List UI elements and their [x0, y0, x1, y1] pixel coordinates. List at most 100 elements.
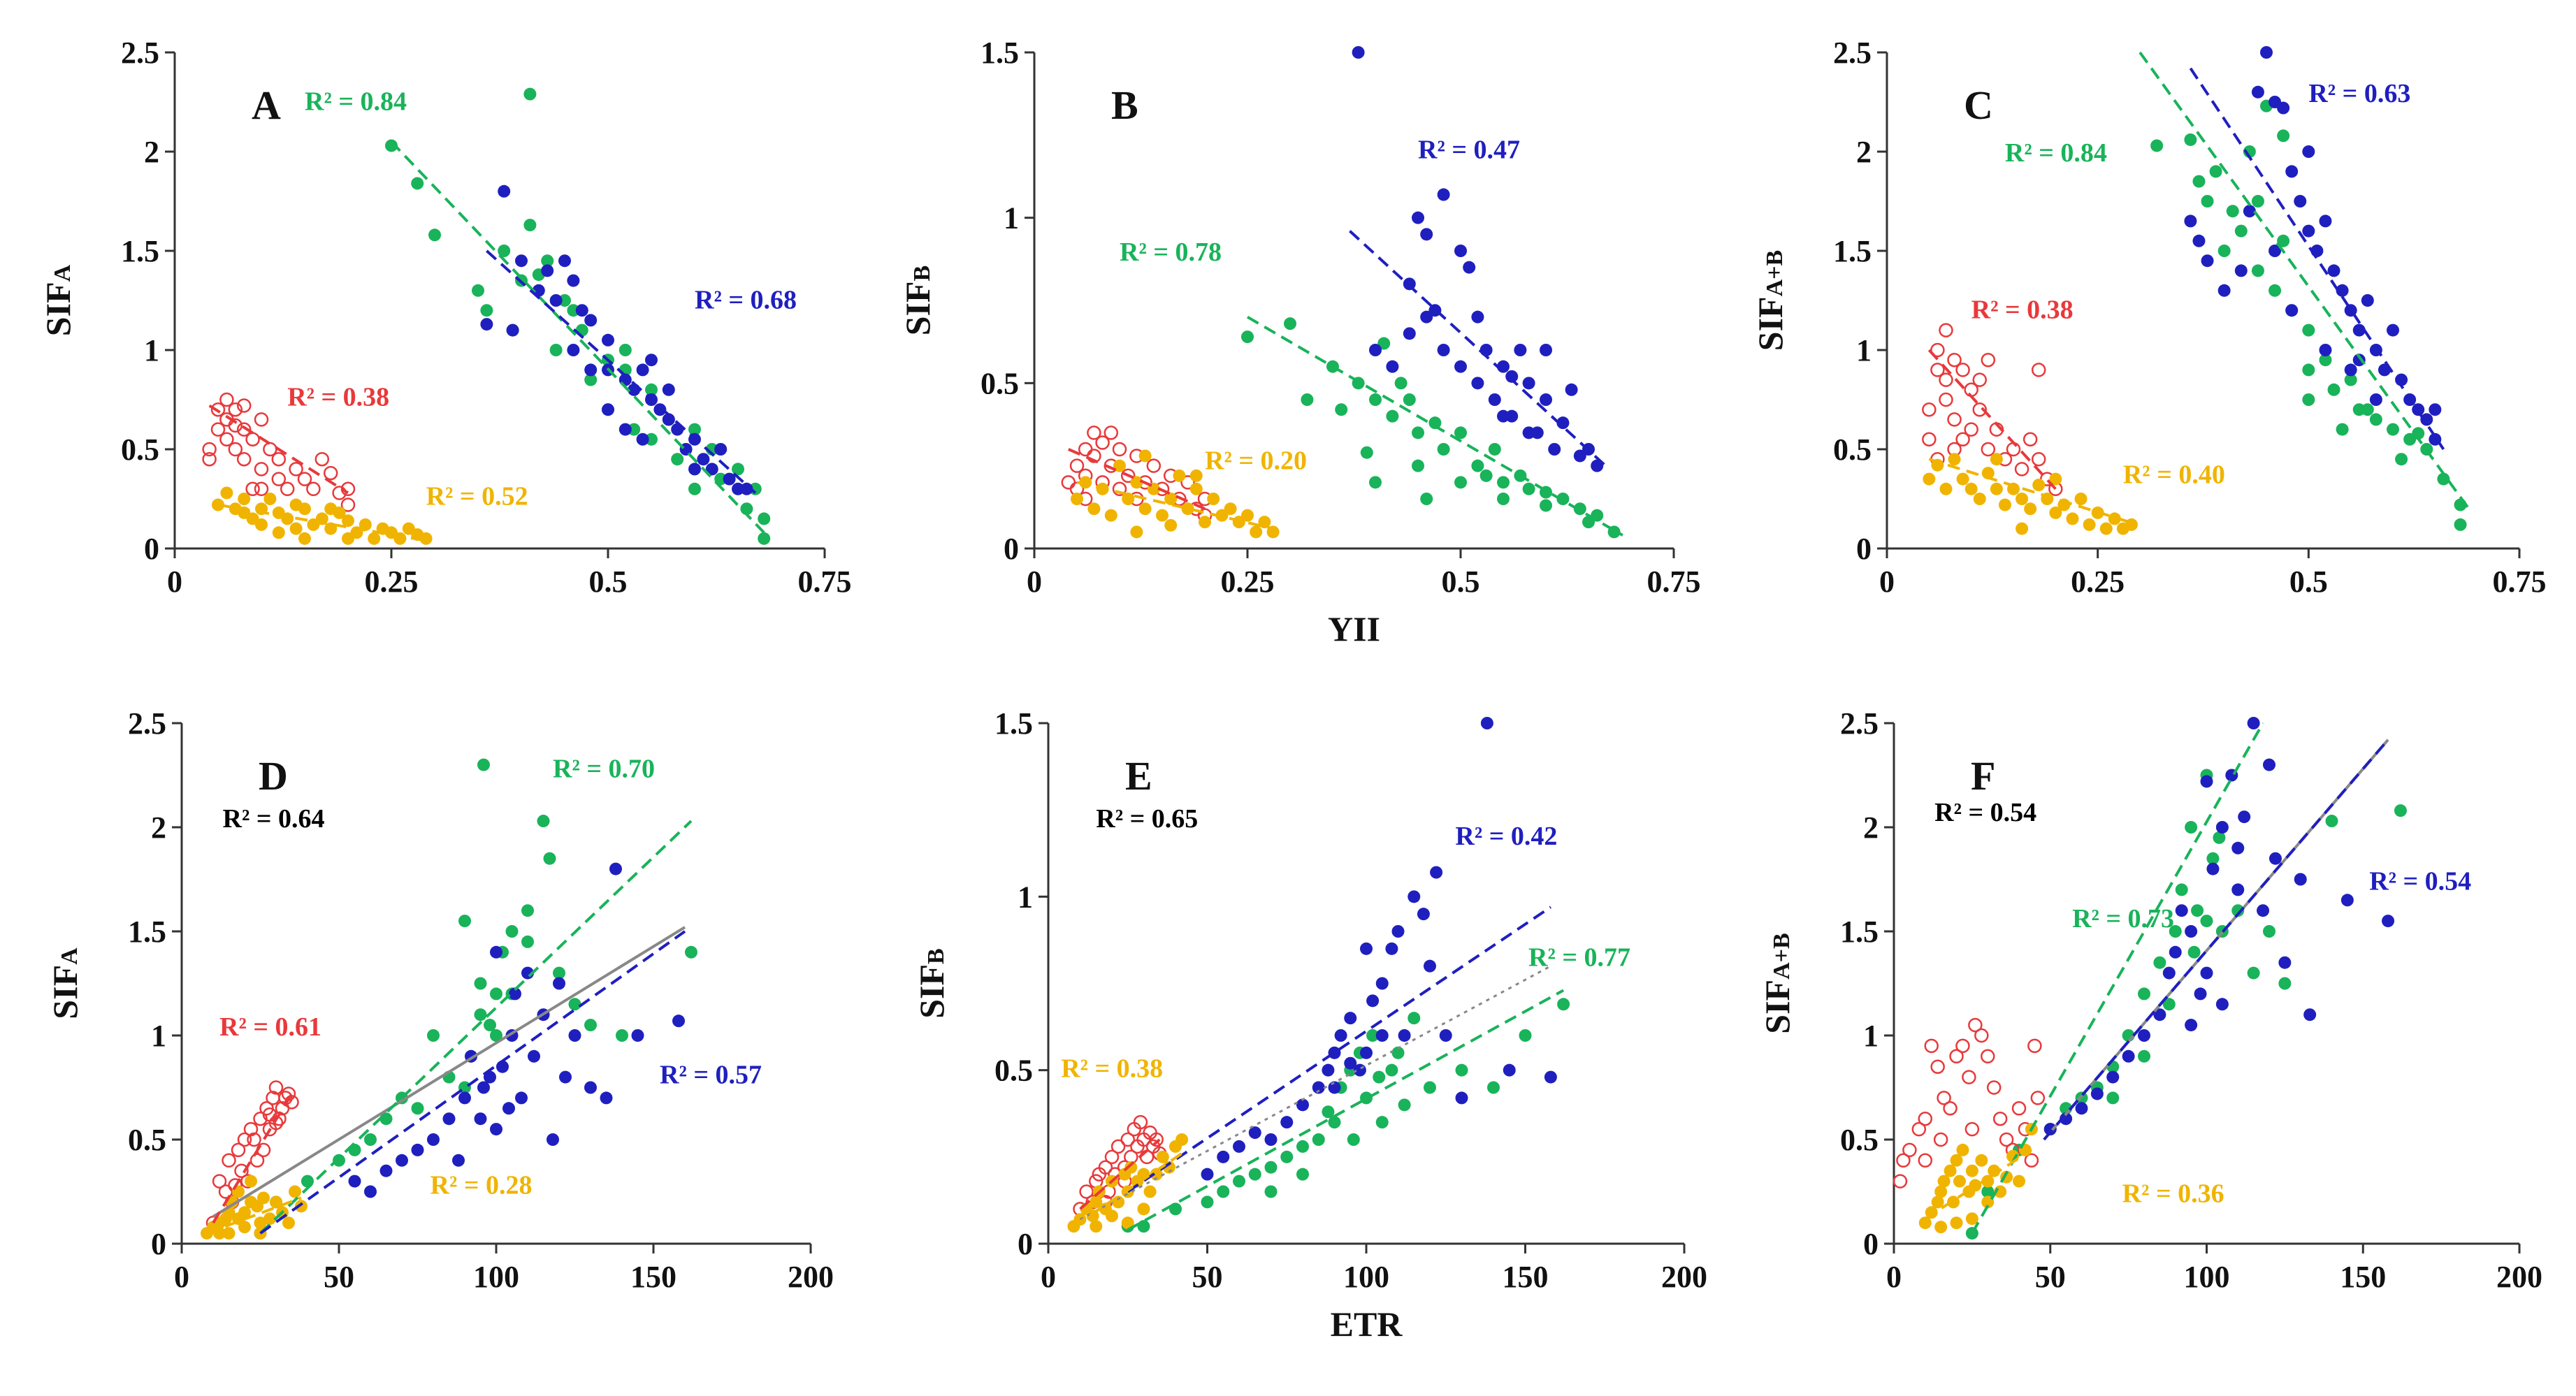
panel-E: 0 0.5 1 1.5 0 50 100 150 200 SIFB ETR E R² = 0.65 R² … [912, 706, 1707, 1344]
data-point [236, 422, 252, 437]
data-point [498, 184, 511, 198]
data-point [2395, 453, 2408, 466]
trend-line [1924, 1149, 2032, 1220]
panel-label: C [1964, 82, 1993, 128]
data-point [452, 1154, 465, 1167]
data-point [2215, 998, 2229, 1011]
data-point [537, 815, 550, 828]
data-point [1322, 1105, 1335, 1119]
data-point [616, 1029, 628, 1042]
series-gold-E [1067, 1133, 1189, 1233]
data-point [1505, 370, 1519, 383]
y-tick-label: 2 [1863, 810, 1879, 845]
data-point [1146, 458, 1162, 473]
data-point [618, 423, 632, 436]
data-point [1104, 1149, 1120, 1165]
data-point [2187, 945, 2201, 959]
data-point [1106, 1209, 1118, 1223]
data-point [1934, 1221, 1948, 1234]
data-point [1950, 1216, 1963, 1230]
data-point [1386, 409, 1399, 423]
data-point [1953, 1175, 1966, 1188]
x-tick-label: 0.25 [2071, 565, 2125, 599]
y-axis-title-main: SIF [898, 281, 937, 335]
data-point [1939, 323, 1953, 337]
data-point [515, 1091, 528, 1105]
data-point [1408, 1012, 1421, 1025]
x-tick-label: 0 [1879, 565, 1895, 599]
data-point [280, 481, 295, 497]
r-squared-label: R² = 0.73 [2072, 904, 2174, 933]
data-point [2153, 956, 2166, 969]
data-point [1087, 449, 1101, 463]
data-point [568, 1029, 581, 1042]
data-point [1972, 372, 1987, 387]
data-point [2060, 1112, 2073, 1126]
data-point [1296, 1168, 1309, 1181]
series-red-A [202, 392, 356, 512]
data-point [1947, 412, 1962, 427]
trend-line [259, 930, 686, 1235]
trend-line [217, 503, 426, 542]
y-tick-label: 1 [1863, 1019, 1879, 1053]
data-point [496, 1060, 509, 1073]
data-point [1948, 453, 1961, 466]
y-tick-label: 0.5 [121, 432, 159, 467]
x-axis-title: YII [1328, 609, 1380, 648]
data-point [1540, 393, 1552, 406]
trend-line [1927, 349, 2057, 490]
data-point [2420, 413, 2433, 426]
data-point [282, 1216, 295, 1230]
data-point [1149, 1132, 1164, 1147]
x-tick-label: 100 [1343, 1260, 1389, 1294]
r-squared-label: R² = 0.78 [1120, 238, 1222, 267]
data-point [1947, 352, 1962, 368]
data-point [631, 1029, 644, 1042]
data-point [2162, 966, 2176, 980]
data-point [1573, 502, 1586, 516]
data-point [584, 363, 598, 377]
data-point [2206, 852, 2220, 865]
data-point [1385, 942, 1398, 955]
trend-line [1076, 481, 1274, 530]
data-point [567, 274, 580, 287]
data-point [2192, 175, 2206, 188]
data-point [1412, 211, 1424, 224]
data-point [1430, 866, 1443, 879]
trend-line [2139, 51, 2470, 510]
data-point [541, 254, 554, 268]
data-point [263, 1212, 276, 1226]
series-green-A [385, 87, 771, 545]
data-point [558, 294, 571, 307]
data-point [1138, 449, 1152, 463]
data-point [1981, 1185, 1995, 1198]
series-green-E [1121, 998, 1570, 1233]
data-point [521, 935, 534, 948]
data-point [474, 1008, 487, 1021]
data-point [1471, 310, 1484, 323]
series-blue-B [1352, 46, 1604, 472]
data-point [1944, 1164, 1957, 1177]
trend-line [1079, 1138, 1161, 1210]
data-point [314, 451, 330, 467]
data-point [2243, 205, 2256, 218]
data-point [662, 413, 675, 426]
data-point [2106, 1091, 2120, 1105]
data-point [2263, 758, 2275, 771]
y-tick-label: 1 [151, 1019, 166, 1053]
data-point [549, 294, 563, 307]
data-point [2138, 987, 2150, 1001]
data-point [1360, 1091, 1373, 1105]
data-point [359, 518, 372, 531]
data-point [2361, 403, 2374, 416]
data-point [1090, 1195, 1103, 1209]
data-point [2206, 862, 2220, 875]
data-point [2231, 883, 2245, 896]
data-point [1164, 518, 1178, 532]
data-point [2352, 323, 2366, 337]
data-point [254, 481, 269, 497]
r-squared-label: R² = 0.84 [2005, 138, 2107, 168]
x-tick-label: 0.5 [2289, 565, 2328, 599]
data-point [1573, 449, 1586, 463]
x-tick-label: 0 [167, 565, 182, 599]
